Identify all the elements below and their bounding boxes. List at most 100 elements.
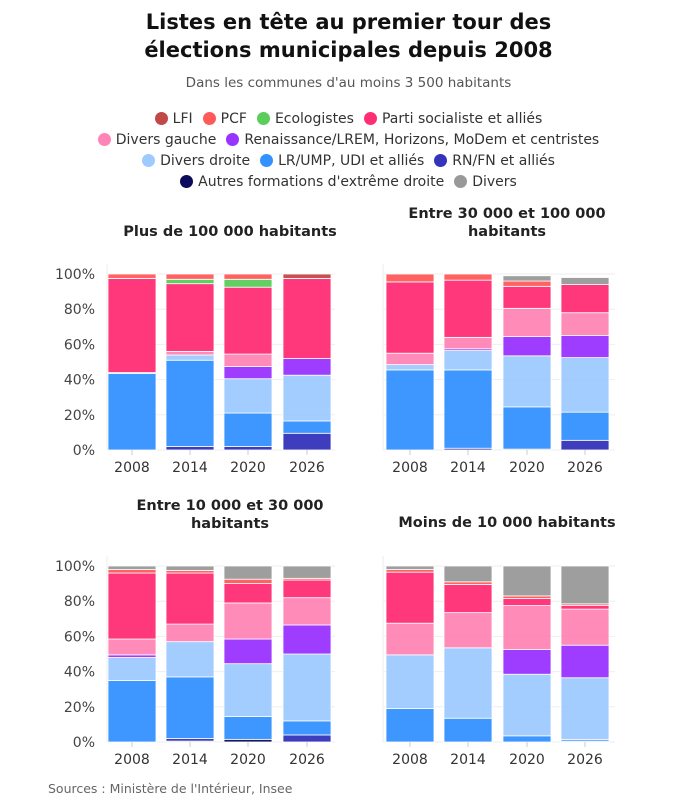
bar-segment-divers-droite [385, 654, 435, 709]
y-tick-label: 60% [64, 337, 95, 353]
bar-segment-lfi [282, 273, 332, 279]
bar-segment-renaissance-lrem-horizons-modem-et-centristes [282, 624, 332, 655]
legend-swatch [180, 175, 194, 188]
bar-segment-divers-gauche [502, 307, 552, 337]
x-tick-label: 2014 [172, 752, 208, 768]
bar-segment-divers-droite [165, 354, 215, 361]
bar-segment-renaissance-lrem-horizons-modem-et-centristes [223, 365, 273, 380]
x-tick-label: 2008 [392, 752, 428, 768]
bar-segment-parti-socialiste-et-alli-s [502, 285, 552, 309]
legend-item: LR/UMP, UDI et alliés [260, 153, 424, 169]
bar-segment-divers-gauche [385, 622, 435, 656]
x-tick-label: 2020 [230, 460, 266, 476]
legend-item: PCF [202, 110, 247, 127]
legend-swatch [202, 112, 216, 125]
bar-segment-divers-gauche [502, 605, 552, 650]
panel-title: Entre 10 000 et 30 000 [136, 498, 323, 514]
legend-item: Divers [454, 174, 517, 190]
legend-label: Divers [472, 173, 517, 190]
legend-label: PCF [220, 110, 247, 127]
legend-label: Divers droite [160, 152, 251, 169]
bar-segment-parti-socialiste-et-alli-s [282, 579, 332, 599]
bar-segment-lr-ump-udi-et-alli-s [282, 420, 332, 434]
bar-segment-lr-ump-udi-et-alli-s [502, 735, 552, 743]
legend-label: Renaissance/LREM, Horizons, MoDem et cen… [244, 131, 600, 148]
bar-segment-divers-droite [282, 374, 332, 422]
y-tick-label: 0% [73, 443, 95, 459]
legend-row: Divers gauche Renaissance/LREM, Horizons,… [0, 129, 697, 150]
legend-row: LFI PCF Ecologistes Parti socialiste et all… [0, 108, 697, 129]
bar-segment-divers-droite [502, 673, 552, 737]
bar-segment-renaissance-lrem-horizons-modem-et-centristes [560, 335, 610, 359]
bar-segment-rn-fn-et-alli-s [223, 446, 273, 451]
x-tick-label: 2008 [114, 460, 150, 476]
bar-segment-parti-socialiste-et-alli-s [443, 584, 493, 614]
legend: LFI PCF Ecologistes Parti socialiste et all… [0, 108, 697, 192]
x-tick-label: 2020 [509, 752, 545, 768]
bar-segment-parti-socialiste-et-alli-s [502, 598, 552, 606]
legend-label: Parti socialiste et alliés [381, 110, 543, 127]
x-tick-label: 2026 [567, 460, 603, 476]
bar-segment-lr-ump-udi-et-alli-s [165, 359, 215, 447]
bar-segment-divers-gauche [165, 623, 215, 643]
bar-segment-divers-droite [165, 641, 215, 678]
bar-segment-lr-ump-udi-et-alli-s [223, 716, 273, 740]
bar-segment-divers-gauche [223, 602, 273, 640]
y-tick-label: 20% [64, 408, 95, 424]
bar-segment-divers [385, 565, 435, 570]
y-tick-label: 0% [73, 735, 95, 751]
bar-segment-pcf [223, 273, 273, 280]
bar-segment-parti-socialiste-et-alli-s [165, 572, 215, 625]
bar-segment-pcf [165, 273, 215, 280]
chart-subtitle: Dans les communes d'au moins 3 500 habit… [185, 75, 512, 91]
bar-segment-lr-ump-udi-et-alli-s [502, 406, 552, 450]
bar-segment-divers-droite [443, 647, 493, 719]
legend-swatch [142, 154, 156, 167]
legend-swatch [97, 133, 111, 146]
x-tick-label: 2014 [172, 460, 208, 476]
bar-segment-divers [560, 277, 610, 285]
bar-segment-rn-fn-et-alli-s [165, 446, 215, 451]
y-tick-label: 100% [55, 267, 95, 283]
y-tick-label: 60% [64, 629, 95, 645]
bar-segment-lr-ump-udi-et-alli-s [443, 717, 493, 743]
panel-title: Plus de 100 000 habitants [123, 224, 337, 240]
panel-title: Entre 30 000 et 100 000 [408, 206, 605, 222]
x-tick-label: 2026 [289, 460, 325, 476]
legend-item: RN/FN et alliés [434, 153, 555, 169]
bar-segment-ecologistes [223, 278, 273, 288]
bar-segment-pcf [443, 273, 493, 281]
source-note: Sources : Ministère de l'Intérieur, Inse… [48, 781, 293, 796]
legend-label: RN/FN et alliés [452, 152, 555, 169]
bar-segment-divers-gauche [165, 351, 215, 356]
legend-label: LR/UMP, UDI et alliés [278, 152, 425, 169]
bar-segment-lr-ump-udi-et-alli-s [282, 720, 332, 736]
bar-segment-parti-socialiste-et-alli-s [385, 281, 435, 354]
bar-segment-parti-socialiste-et-alli-s [560, 605, 610, 610]
bar-segment-divers-gauche [223, 353, 273, 367]
x-tick-label: 2020 [230, 752, 266, 768]
bar-segment-divers-gauche [443, 612, 493, 649]
legend-label: Autres formations d'extrême droite [198, 173, 445, 190]
bar-segment-pcf [107, 273, 157, 279]
legend-swatch [434, 154, 448, 167]
panel-title: Moins de 10 000 habitants [398, 515, 615, 531]
legend-item: LFI [154, 111, 193, 127]
bar-segment-divers-gauche [385, 352, 435, 366]
x-tick-label: 2026 [289, 752, 325, 768]
y-tick-label: 80% [64, 594, 95, 610]
bar-segment-divers [165, 565, 215, 571]
bar-segment-parti-socialiste-et-alli-s [165, 283, 215, 352]
legend-swatch [226, 133, 240, 146]
bar-segment-divers [502, 275, 552, 282]
bar-segment-parti-socialiste-et-alli-s [223, 286, 273, 355]
y-tick-label: 100% [55, 559, 95, 575]
bar-segment-divers-gauche [443, 336, 493, 350]
x-tick-label: 2026 [567, 752, 603, 768]
bar-segment-lr-ump-udi-et-alli-s [107, 373, 157, 451]
x-tick-label: 2020 [509, 460, 545, 476]
title-line-2: élections municipales depuis 2008 [144, 38, 553, 62]
legend-label: Divers gauche [115, 131, 217, 148]
legend-item: Divers gauche [97, 131, 217, 148]
